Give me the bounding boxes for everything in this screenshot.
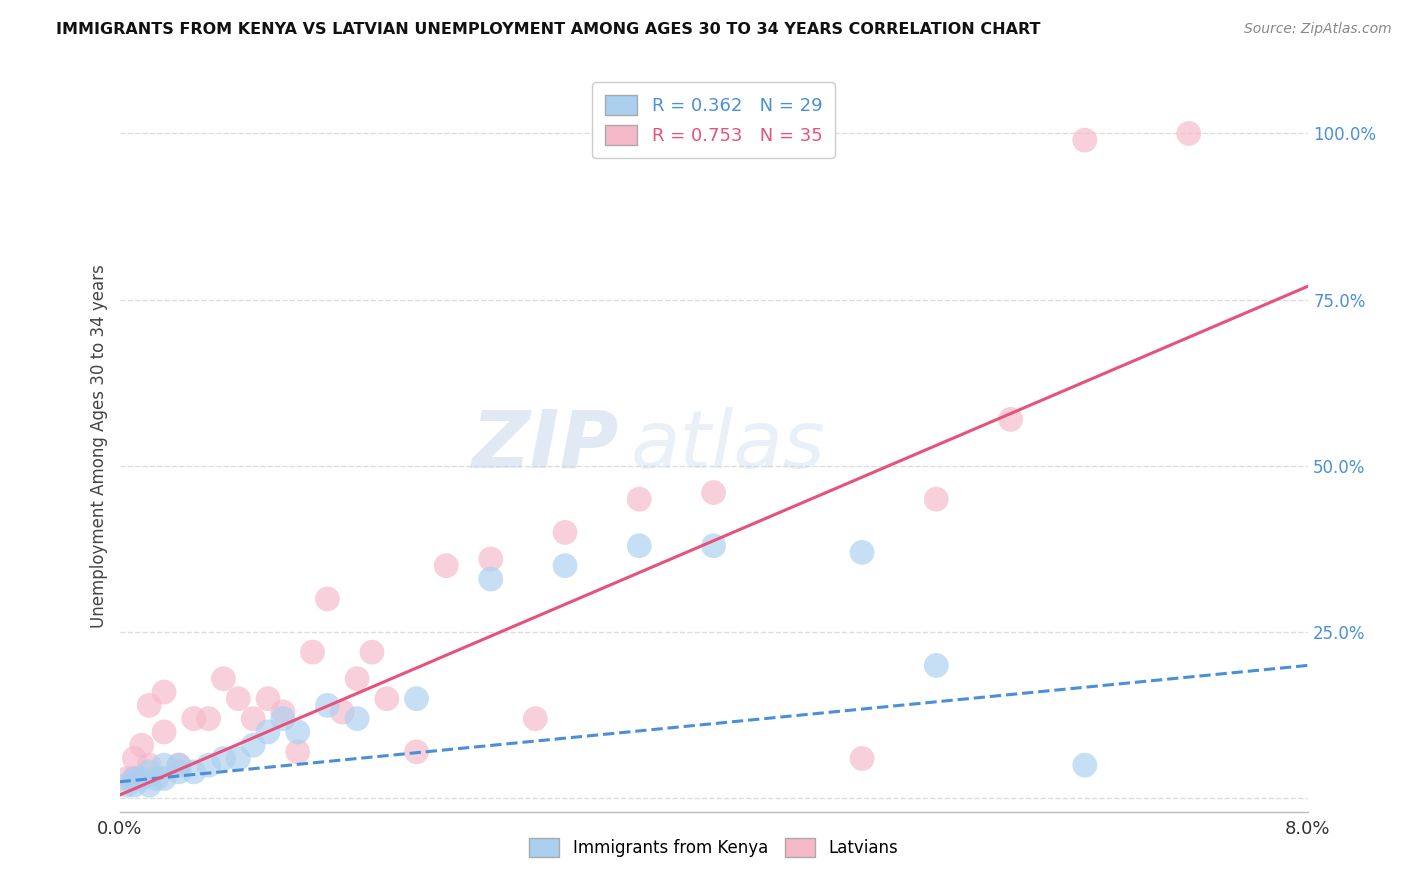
Point <box>167 764 190 779</box>
Point <box>183 712 205 726</box>
Point <box>197 712 219 726</box>
Point <box>346 712 368 726</box>
Text: ZIP: ZIP <box>471 407 619 485</box>
Point <box>851 545 873 559</box>
Point <box>554 525 576 540</box>
Point <box>153 725 176 739</box>
Point <box>301 645 323 659</box>
Text: IMMIGRANTS FROM KENYA VS LATVIAN UNEMPLOYMENT AMONG AGES 30 TO 34 YEARS CORRELAT: IMMIGRANTS FROM KENYA VS LATVIAN UNEMPLO… <box>56 22 1040 37</box>
Point <box>287 725 309 739</box>
Point <box>1074 133 1097 147</box>
Point <box>115 778 138 792</box>
Point <box>851 751 873 765</box>
Point <box>124 772 146 786</box>
Point <box>153 758 176 772</box>
Point <box>167 758 190 772</box>
Point <box>145 772 167 786</box>
Point <box>316 591 339 606</box>
Point <box>316 698 339 713</box>
Point <box>212 672 235 686</box>
Point <box>925 492 948 507</box>
Point <box>167 758 190 772</box>
Point <box>153 772 176 786</box>
Point <box>138 758 160 772</box>
Point <box>115 772 138 786</box>
Point <box>925 658 948 673</box>
Point <box>628 539 651 553</box>
Point <box>434 558 457 573</box>
Legend: Immigrants from Kenya, Latvians: Immigrants from Kenya, Latvians <box>522 830 905 865</box>
Point <box>131 738 153 752</box>
Point <box>138 764 160 779</box>
Point <box>257 691 280 706</box>
Point <box>197 758 219 772</box>
Point <box>287 745 309 759</box>
Point <box>138 778 160 792</box>
Point <box>153 685 176 699</box>
Point <box>242 712 264 726</box>
Point <box>479 552 502 566</box>
Point <box>1000 412 1022 426</box>
Point <box>330 705 353 719</box>
Point <box>124 778 146 792</box>
Point <box>257 725 280 739</box>
Point <box>124 772 146 786</box>
Point <box>405 691 427 706</box>
Point <box>271 705 294 719</box>
Text: Source: ZipAtlas.com: Source: ZipAtlas.com <box>1244 22 1392 37</box>
Point <box>131 772 153 786</box>
Point <box>361 645 384 659</box>
Point <box>524 712 547 726</box>
Point <box>375 691 398 706</box>
Point <box>212 751 235 765</box>
Point <box>1074 758 1097 772</box>
Text: atlas: atlas <box>630 407 825 485</box>
Point <box>346 672 368 686</box>
Point <box>1178 127 1201 141</box>
Point <box>228 691 250 706</box>
Point <box>228 751 250 765</box>
Point <box>554 558 576 573</box>
Point <box>702 485 725 500</box>
Point <box>702 539 725 553</box>
Point <box>242 738 264 752</box>
Point <box>138 698 160 713</box>
Point <box>124 751 146 765</box>
Point <box>183 764 205 779</box>
Y-axis label: Unemployment Among Ages 30 to 34 years: Unemployment Among Ages 30 to 34 years <box>90 264 108 628</box>
Point <box>479 572 502 586</box>
Point <box>405 745 427 759</box>
Point <box>271 712 294 726</box>
Point <box>628 492 651 507</box>
